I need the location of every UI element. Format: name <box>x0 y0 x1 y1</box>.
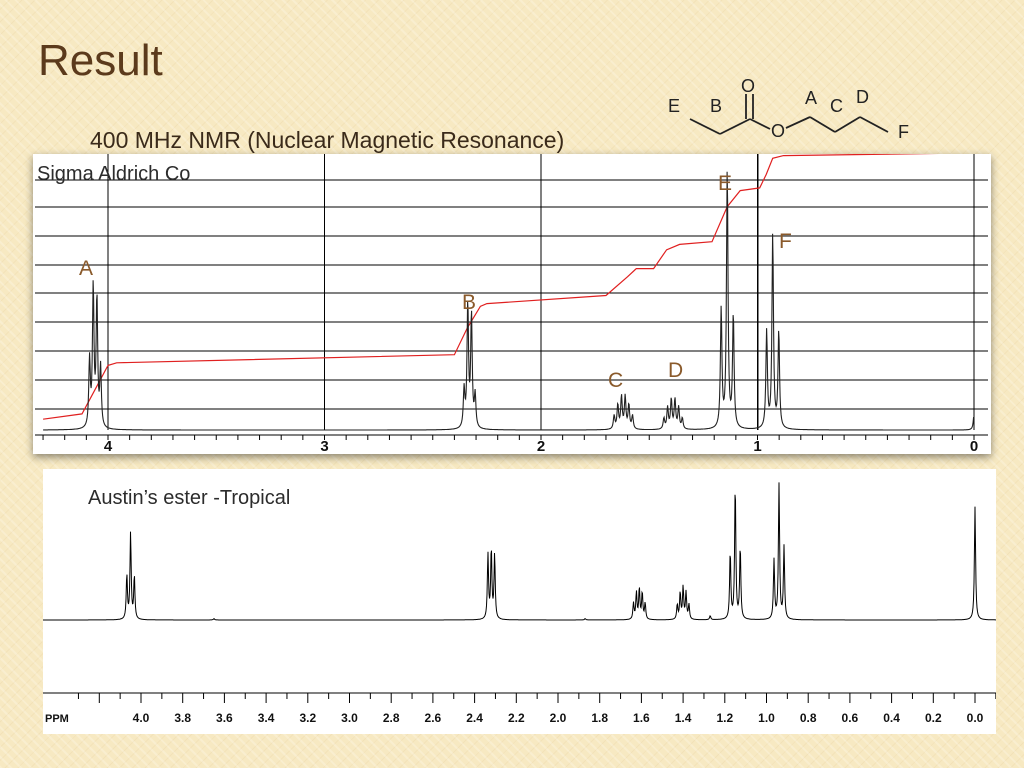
tropical-spectrum-panel: 4.0 3.8 3.6 3.4 3.2 3.0 2.8 2.6 2.4 2.2 2.0 1.8 1.6 1… <box>43 469 996 734</box>
x-tick-label-2.4: 2.4 <box>466 711 483 725</box>
peak-label-b: B <box>462 291 477 314</box>
x-tick-label-1.2: 1.2 <box>716 711 733 725</box>
x-tick-label-3.2: 3.2 <box>299 711 316 725</box>
atom-label-a: A <box>805 88 818 108</box>
x-tick-label-0.6: 0.6 <box>842 711 859 725</box>
tropical-spectrum-chart: 4.0 3.8 3.6 3.4 3.2 3.0 2.8 2.6 2.4 2.2 2.0 1.8 1.6 1… <box>43 482 996 725</box>
x-tick-label-0: 0 <box>970 438 978 454</box>
x-tick-label-1.0: 1.0 <box>758 711 775 725</box>
peak-label-a: A <box>79 257 94 280</box>
x-tick-label-3.4: 3.4 <box>258 711 275 725</box>
spectrum-trace <box>43 171 975 431</box>
x-tick-label-1: 1 <box>753 438 761 454</box>
x-tick-label-1.6: 1.6 <box>633 711 650 725</box>
atom-label-ester-o: O <box>771 121 786 141</box>
x-tick-label-4: 4 <box>104 438 113 454</box>
x-tick-label-2.0: 2.0 <box>550 711 567 725</box>
sigma-spectrum-chart: 4 3 2 1 0 <box>35 154 988 454</box>
atom-label-e: E <box>668 96 681 116</box>
x-tick-label-2.8: 2.8 <box>383 711 400 725</box>
source-label: Sigma Aldrich Co <box>37 163 191 185</box>
x-tick-label-2.6: 2.6 <box>425 711 442 725</box>
atom-label-d: D <box>856 87 869 107</box>
x-tick-label-4.0: 4.0 <box>133 711 150 725</box>
atom-label-c: C <box>830 96 843 116</box>
peak-label-f: F <box>779 230 792 253</box>
chart-title: Austin’s ester -Tropical <box>88 487 291 509</box>
atom-label-b: B <box>710 96 723 116</box>
slide-subtitle: 400 MHz NMR (Nuclear Magnetic Resonance) <box>90 127 565 153</box>
peak-label-d: D <box>668 359 684 382</box>
atom-label-f: F <box>898 122 909 142</box>
x-tick-label-0.8: 0.8 <box>800 711 817 725</box>
x-tick-label-2.2: 2.2 <box>508 711 525 725</box>
atom-label-carbonyl-o: O <box>741 76 756 96</box>
slide-title: Result <box>38 36 163 85</box>
molecule-structure: E B O O A C D F <box>660 72 930 152</box>
peak-label-c: C <box>608 369 624 392</box>
x-tick-label-3: 3 <box>320 438 328 454</box>
x-tick-label-3.6: 3.6 <box>216 711 233 725</box>
x-axis-label: PPM <box>45 713 69 725</box>
x-tick-label-3.0: 3.0 <box>341 711 358 725</box>
integral-curve <box>43 154 939 420</box>
x-tick-label-2: 2 <box>537 438 545 454</box>
x-tick-label-1.8: 1.8 <box>591 711 608 725</box>
molecule-bonds <box>689 94 889 135</box>
sigma-spectrum-panel: 4 3 2 1 0 Sigma Aldrich Co <box>33 154 991 454</box>
peak-label-e: E <box>718 172 733 195</box>
x-tick-label-3.8: 3.8 <box>174 711 191 725</box>
x-tick-label-0.2: 0.2 <box>925 711 942 725</box>
spectrum-trace <box>43 482 996 621</box>
x-tick-label-0.0: 0.0 <box>967 711 984 725</box>
x-tick-label-0.4: 0.4 <box>883 711 900 725</box>
x-tick-label-1.4: 1.4 <box>675 711 692 725</box>
